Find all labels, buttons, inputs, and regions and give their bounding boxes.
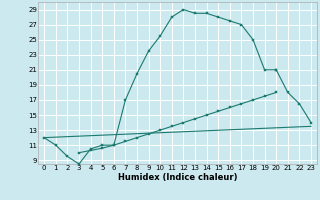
X-axis label: Humidex (Indice chaleur): Humidex (Indice chaleur) (118, 173, 237, 182)
